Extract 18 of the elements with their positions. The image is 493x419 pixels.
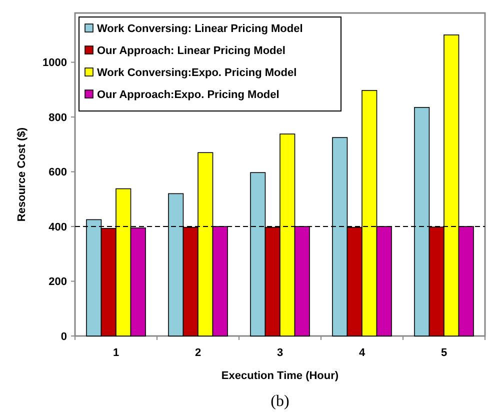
legend-label: Our Approach: Linear Pricing Model — [97, 45, 286, 57]
x-tick-label: 4 — [358, 347, 366, 359]
legend-label: Our Approach:Expo. Pricing Model — [97, 89, 280, 101]
legend-label: Work Conversing: Linear Pricing Model — [97, 23, 303, 35]
y-tick-label: 400 — [48, 221, 67, 234]
y-tick-label: 600 — [48, 166, 67, 179]
x-tick-label: 5 — [440, 347, 448, 359]
y-axis-title: Resource Cost ($) — [16, 127, 28, 222]
y-tick-label: 0 — [60, 330, 67, 343]
y-tick-label: 1000 — [42, 57, 67, 70]
x-axis-title: Execution Time (Hour) — [221, 370, 339, 382]
x-tick-label: 2 — [194, 347, 202, 359]
y-tick-label: 200 — [48, 276, 67, 288]
text: (b) — [270, 393, 290, 410]
x-tick-label: 3 — [276, 347, 284, 359]
x-tick-label: 1 — [112, 347, 120, 359]
y-tick-label: 800 — [48, 112, 67, 124]
legend-label: Work Conversing:Expo. Pricing Model — [97, 67, 297, 79]
